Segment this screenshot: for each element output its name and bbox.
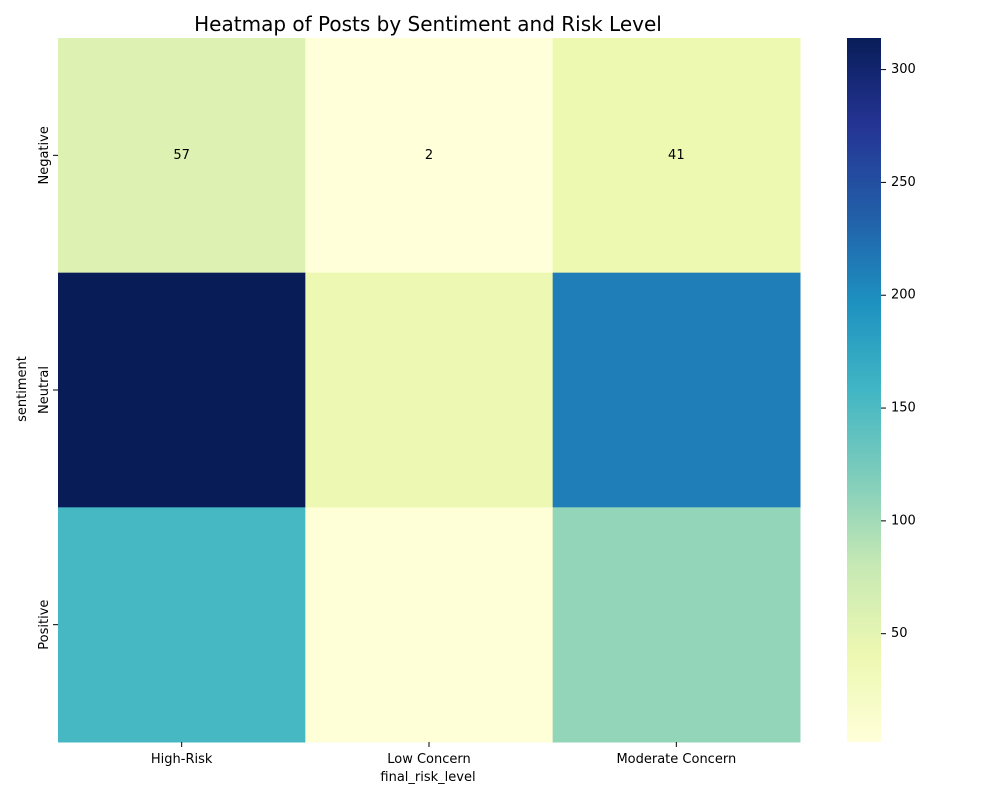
colorbar-tick-label: 250 xyxy=(891,175,916,190)
x-axis-label: final_risk_level xyxy=(380,770,475,785)
heatmap-cell xyxy=(58,272,306,508)
heatmap-cell xyxy=(305,38,554,274)
heatmap-cell xyxy=(552,38,801,274)
heatmap-cell xyxy=(552,272,801,508)
x-tick-label: Moderate Concern xyxy=(616,752,736,767)
y-tick-label: Neutral xyxy=(37,366,52,414)
y-axis-label: sentiment xyxy=(15,356,30,422)
heatmap-cell xyxy=(305,507,554,743)
cell-value-label: 2 xyxy=(425,148,433,163)
y-axis: Negative Neutral Positive xyxy=(37,126,58,650)
heatmap-cell xyxy=(305,272,554,508)
heatmap-cell xyxy=(552,507,801,743)
y-tick-label: Negative xyxy=(37,126,52,184)
chart-title: Heatmap of Posts by Sentiment and Risk L… xyxy=(194,12,662,36)
cell-annotations: 57 2 41 xyxy=(173,148,684,163)
x-tick-label: High-Risk xyxy=(151,752,213,767)
heatmap-cells xyxy=(58,38,801,743)
colorbar-tick-label: 100 xyxy=(891,513,916,528)
heatmap-cell xyxy=(58,38,306,274)
colorbar-gradient xyxy=(847,38,881,742)
colorbar-tick-label: 300 xyxy=(891,62,916,77)
colorbar: 50 100 150 200 250 300 xyxy=(847,38,916,742)
cell-value-label: 41 xyxy=(668,148,685,163)
cell-value-label: 57 xyxy=(173,148,190,163)
x-axis: High-Risk Low Concern Moderate Concern xyxy=(151,742,736,767)
x-tick-label: Low Concern xyxy=(387,752,471,767)
colorbar-tick-label: 150 xyxy=(891,401,916,416)
heatmap-cell xyxy=(58,507,306,743)
colorbar-tick-label: 50 xyxy=(891,626,908,641)
y-tick-label: Positive xyxy=(37,600,52,650)
colorbar-tick-label: 200 xyxy=(891,288,916,303)
